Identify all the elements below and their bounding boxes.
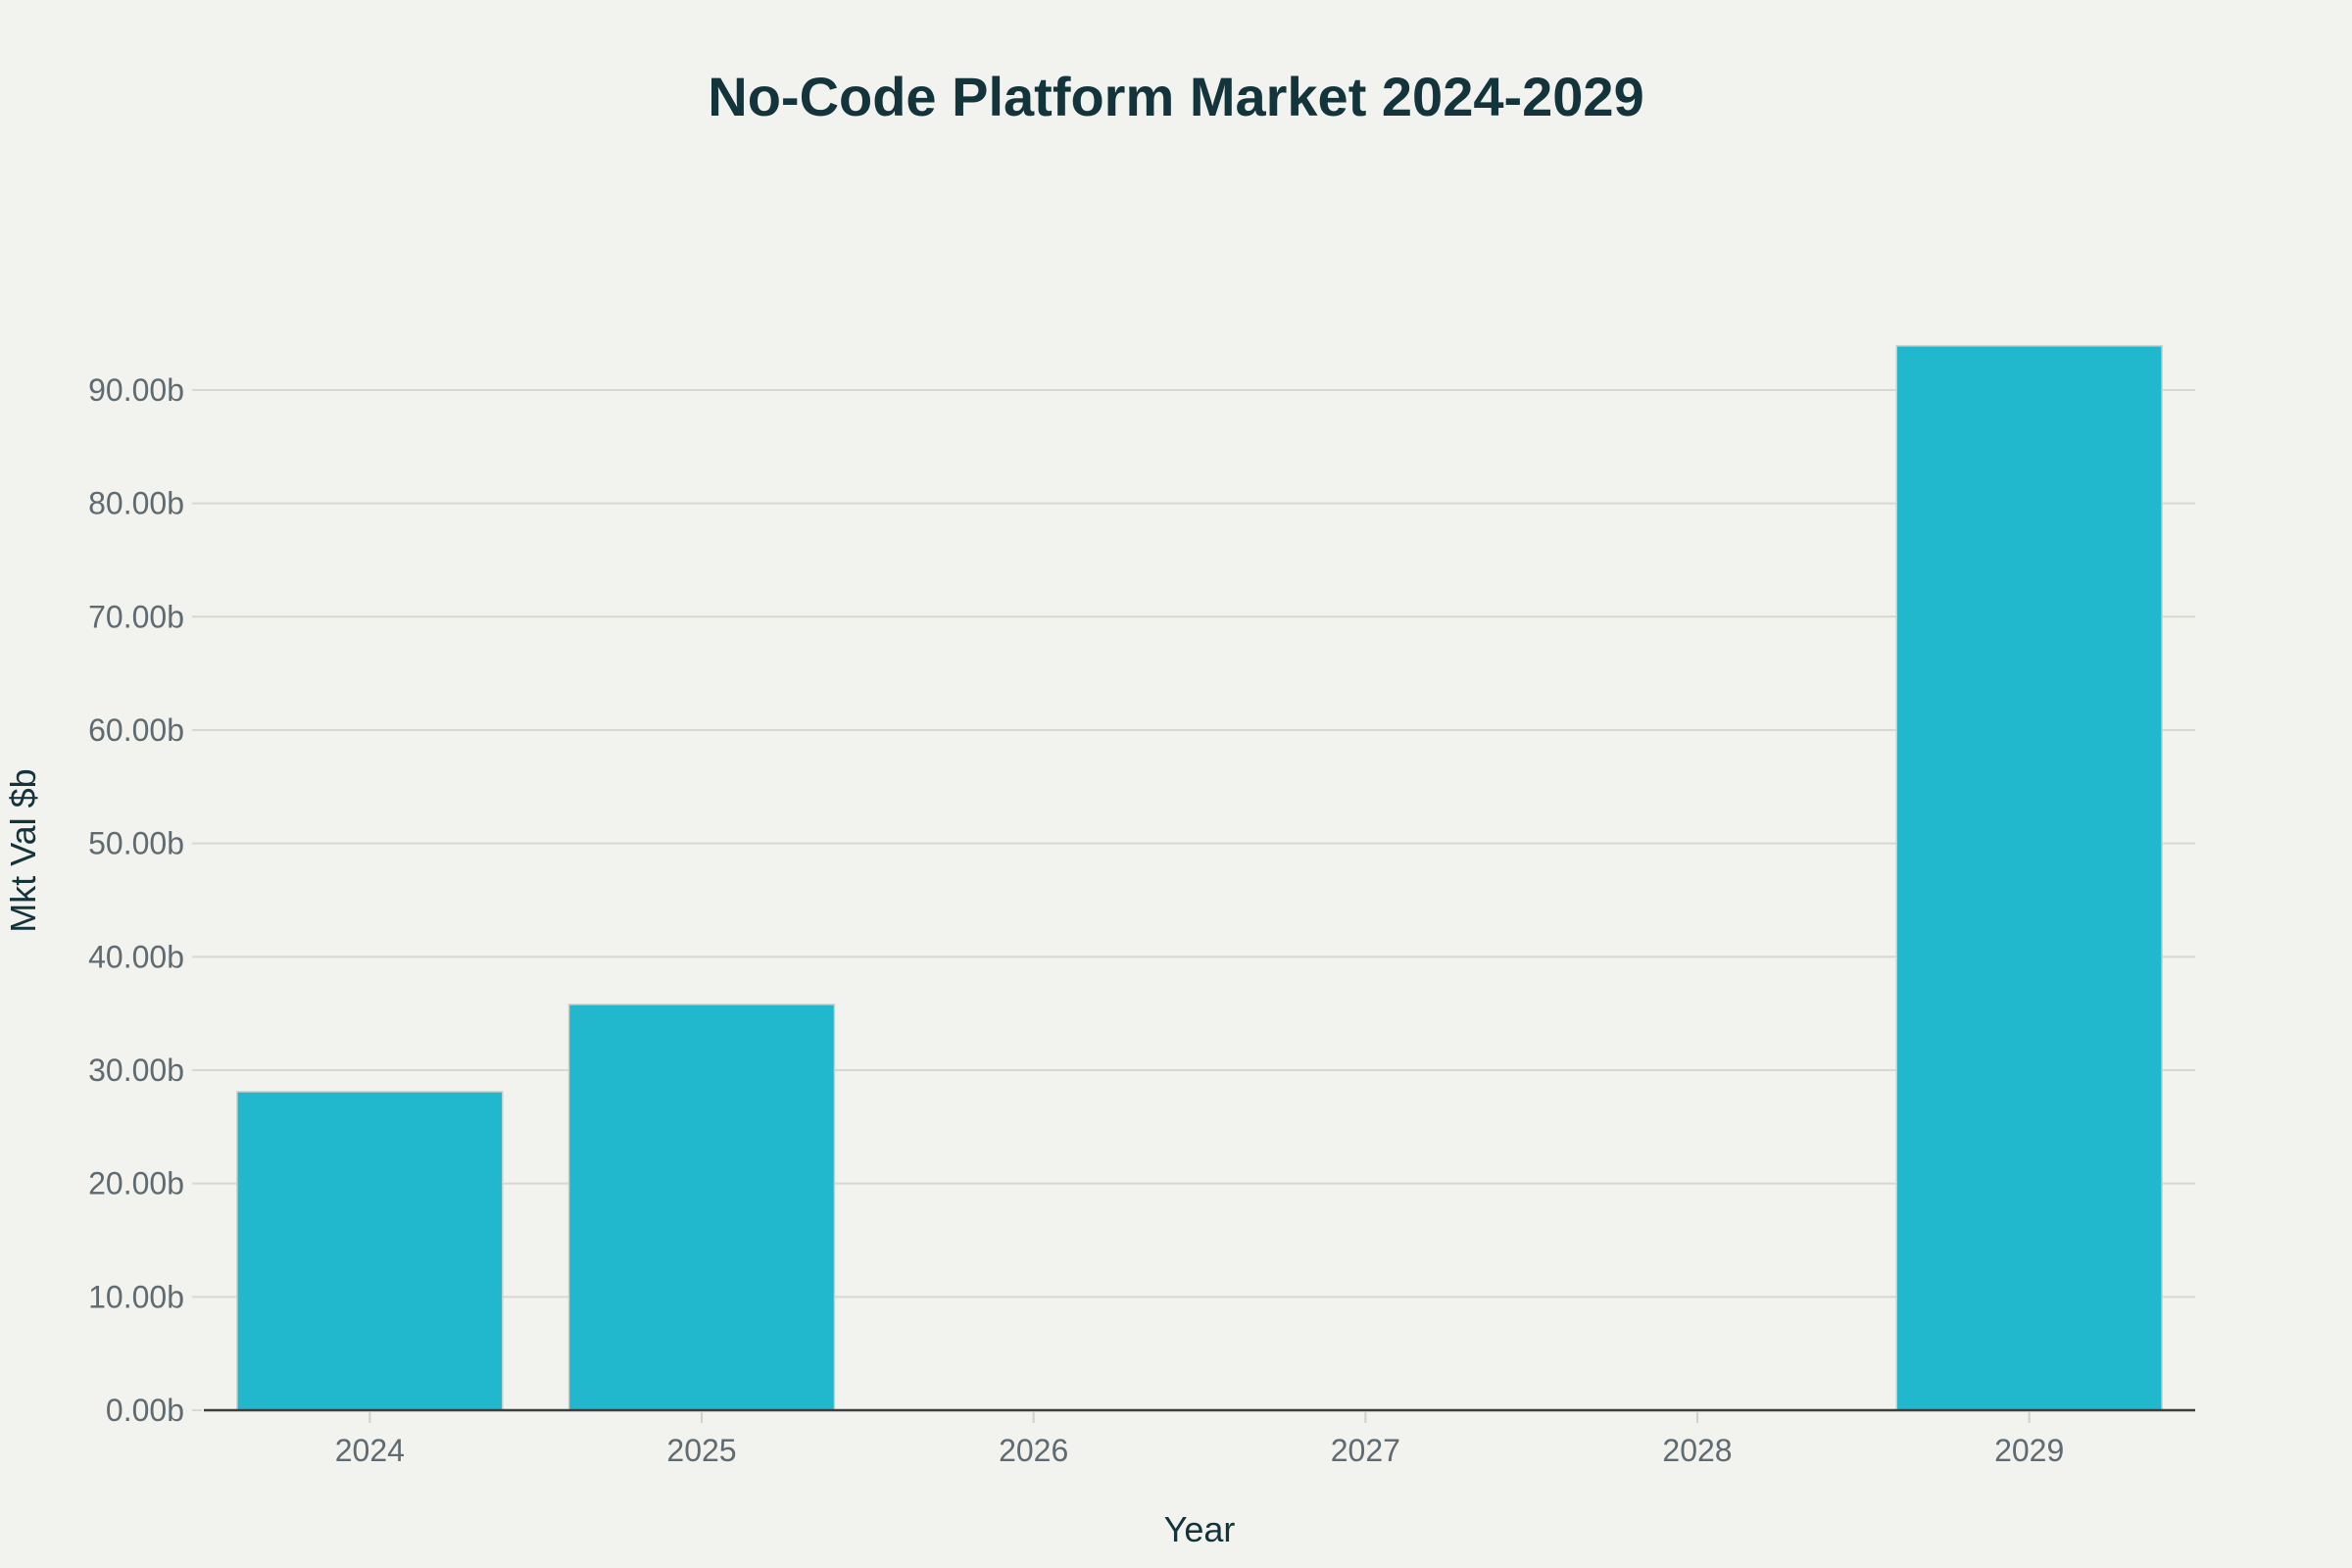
gridlines (192, 388, 2195, 1411)
x-tick-label: 2028 (1662, 1433, 1732, 1468)
y-tick-label: 10.00b (88, 1279, 184, 1314)
y-axis-ticks: 0.00b 10.00b 20.00b 30.00b 40.00b 50.00b 60.00… (88, 372, 184, 1428)
y-tick-label: 70.00b (88, 599, 184, 634)
y-tick-label: 0.00b (106, 1393, 184, 1428)
x-tick-label: 2029 (1994, 1433, 2064, 1468)
x-tick-label: 2026 (999, 1433, 1068, 1468)
x-tick-label: 2025 (666, 1433, 736, 1468)
bar-2029 (1895, 345, 2163, 1411)
chart-title: No-Code Platform Market 2024-2029 (708, 66, 1643, 127)
y-tick-label: 30.00b (88, 1053, 184, 1088)
bars (236, 345, 2163, 1411)
y-axis-title: Mkt Val $b (3, 768, 43, 932)
y-tick-label: 40.00b (88, 939, 184, 974)
bar-2024 (236, 1091, 504, 1411)
y-tick-label: 80.00b (88, 486, 184, 521)
y-tick-label: 20.00b (88, 1166, 184, 1201)
y-tick-label: 50.00b (88, 826, 184, 861)
x-tick-label: 2027 (1331, 1433, 1400, 1468)
x-axis-ticks: 2024 2025 2026 2027 2028 2029 (335, 1412, 2064, 1468)
y-tick-label: 60.00b (88, 712, 184, 748)
y-tick-label: 90.00b (88, 372, 184, 408)
x-axis-title: Year (1164, 1509, 1236, 1549)
x-tick-label: 2024 (335, 1433, 405, 1468)
bar-2025 (567, 1004, 836, 1411)
